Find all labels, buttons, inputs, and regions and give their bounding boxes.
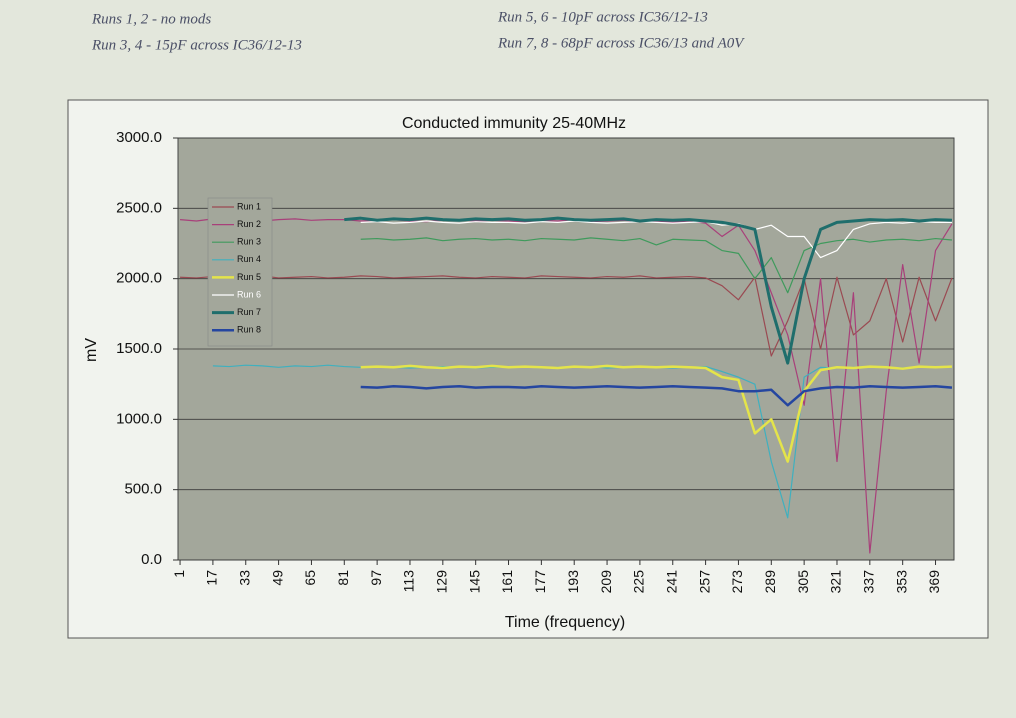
x-axis-title: Time (frequency) [505,614,625,631]
annotation: Run 7, 8 - 68pF across IC36/13 and A0V [497,35,745,51]
legend-label: Run 8 [237,325,261,335]
x-tick-label: 369 [926,570,942,594]
series-line [344,216,953,365]
legend-box [207,197,273,347]
x-tick-label: 161 [499,570,515,594]
series-line [360,385,953,407]
legend: Run 1 Run 2 Run 3 Run 4 Run 5 Run 6 Run 7 Run 8 [207,197,273,347]
y-tick-label: 1500.0 [116,340,162,357]
x-tick-label: 305 [795,570,811,594]
legend-label: Run 4 [237,254,261,264]
annotation: Runs 1, 2 - no mods [91,11,211,27]
legend-label: Run 1 [237,201,261,211]
x-tick-label: 225 [631,570,647,594]
series-line [180,275,953,357]
x-tick-label: 241 [663,570,679,594]
x-tick-label: 289 [762,570,778,594]
series-line [360,237,953,294]
x-tick-label: 145 [466,570,482,594]
y-tick-label: 0.0 [141,551,162,568]
chart-title: Conducted immunity 25-40MHz [402,115,626,132]
x-tick-label: 33 [236,570,252,586]
x-tick-label: 273 [729,570,745,594]
y-tick-label: 3000.0 [116,129,162,146]
x-tick-label: 81 [335,570,351,586]
x-tick-label: 257 [696,570,712,594]
legend-label: Run 5 [237,272,261,282]
x-tick-label: 177 [532,570,548,594]
y-tick-label: 500.0 [124,481,162,498]
x-tick-label: 65 [302,570,318,586]
x-tick-label: 97 [368,570,384,586]
x-tick-label: 1 [171,570,187,578]
y-axis-title: mV [83,338,100,362]
y-tick-label: 1000.0 [116,410,162,427]
legend-label: Run 2 [237,219,261,229]
x-tick-label: 49 [269,570,285,586]
y-tick-label: 2000.0 [116,270,162,287]
annotation: Run 5, 6 - 10pF across IC36/12-13 [497,9,708,25]
x-tick-label: 113 [401,570,417,593]
legend-label: Run 7 [237,307,261,317]
x-tick-label: 337 [861,570,877,594]
x-tick-label: 17 [204,570,220,586]
x-tick-label: 193 [565,570,581,594]
legend-label: Run 6 [237,289,261,299]
x-tick-label: 321 [828,570,844,594]
series-line [360,220,952,259]
series-line [360,364,953,463]
y-tick-label: 2500.0 [116,199,162,216]
legend-label: Run 3 [237,237,261,247]
x-tick-label: 209 [598,570,614,594]
x-tick-label: 129 [434,570,450,594]
x-tick-label: 353 [893,570,909,594]
annotation: Run 3, 4 - 15pF across IC36/12-13 [91,37,302,53]
